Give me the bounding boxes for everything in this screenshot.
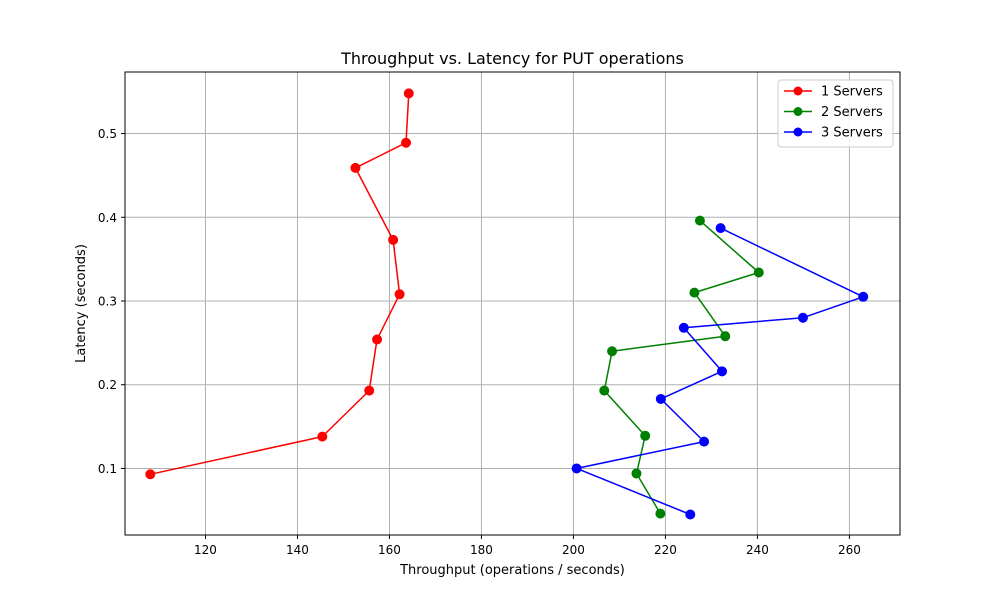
x-tick-label: 200 (562, 543, 585, 557)
data-point-3-servers (715, 223, 726, 234)
data-point-2-servers (720, 331, 731, 342)
y-tick-label: 0.4 (98, 211, 117, 225)
legend-entry-2-servers: 2 Servers (784, 105, 883, 120)
y-tick-label: 0.3 (98, 294, 117, 308)
y-tick-label: 0.5 (98, 127, 117, 141)
plot-area-frame (124, 71, 901, 536)
legend-label: 3 Servers (821, 126, 883, 141)
grid-lines (125, 72, 900, 535)
data-point-1-servers (403, 88, 414, 99)
y-axis-label: Latency (seconds) (74, 244, 89, 363)
data-point-1-servers (364, 385, 375, 396)
data-point-3-servers (678, 322, 689, 333)
x-axis-label: Throughput (operations / seconds) (399, 563, 625, 578)
data-point-1-servers (317, 431, 328, 442)
x-tick-label: 140 (286, 543, 309, 557)
legend-items: 1 Servers 2 Servers 3 Servers (784, 85, 883, 141)
data-point-3-servers (858, 291, 869, 302)
legend: 1 Servers 2 Servers 3 Servers (777, 79, 894, 148)
x-tick-label: 220 (654, 543, 677, 557)
x-axis-ticks: 120 140 160 180 200 220 240 260 (194, 535, 861, 557)
data-point-2-servers (753, 267, 764, 278)
data-point-3-servers (655, 393, 666, 404)
legend-entry-1-servers: 1 Servers (784, 85, 883, 100)
legend-label: 1 Servers (821, 85, 883, 100)
data-point-1-servers (372, 334, 383, 345)
y-tick-label: 0.2 (98, 378, 117, 392)
series-2-servers (599, 215, 764, 519)
data-point-2-servers (640, 430, 651, 441)
data-point-1-servers (401, 137, 412, 148)
x-tick-label: 120 (194, 543, 217, 557)
legend-box (777, 79, 894, 148)
y-axis-ticks: 0.1 0.2 0.3 0.4 0.5 (98, 127, 125, 476)
data-point-2-servers (655, 508, 666, 519)
data-point-3-servers (699, 436, 710, 447)
data-point-2-servers (607, 346, 618, 357)
chart-title: Throughput vs. Latency for PUT operation… (340, 49, 684, 68)
x-tick-label: 180 (470, 543, 493, 557)
legend-marker (793, 86, 803, 96)
data-point-1-servers (394, 289, 405, 300)
y-tick-label: 0.1 (98, 462, 117, 476)
data-point-3-servers (685, 509, 696, 520)
data-point-1-servers (350, 162, 361, 173)
series-3-servers (571, 223, 869, 520)
series-lines (145, 88, 869, 520)
data-point-2-servers (631, 468, 642, 479)
legend-marker (793, 107, 803, 116)
data-point-2-servers (694, 215, 705, 226)
data-point-2-servers (689, 287, 700, 298)
series-1-servers (145, 88, 414, 480)
data-point-2-servers (599, 385, 610, 396)
data-point-1-servers (388, 234, 399, 245)
data-point-3-servers (571, 463, 582, 474)
data-point-3-servers (717, 366, 728, 377)
data-point-1-servers (145, 469, 156, 480)
legend-marker (793, 127, 803, 137)
x-tick-label: 160 (378, 543, 401, 557)
data-point-3-servers (797, 312, 808, 323)
x-tick-label: 240 (746, 543, 769, 557)
legend-entry-3-servers: 3 Servers (784, 126, 883, 141)
legend-label: 2 Servers (821, 105, 883, 120)
x-tick-label: 260 (838, 543, 861, 557)
